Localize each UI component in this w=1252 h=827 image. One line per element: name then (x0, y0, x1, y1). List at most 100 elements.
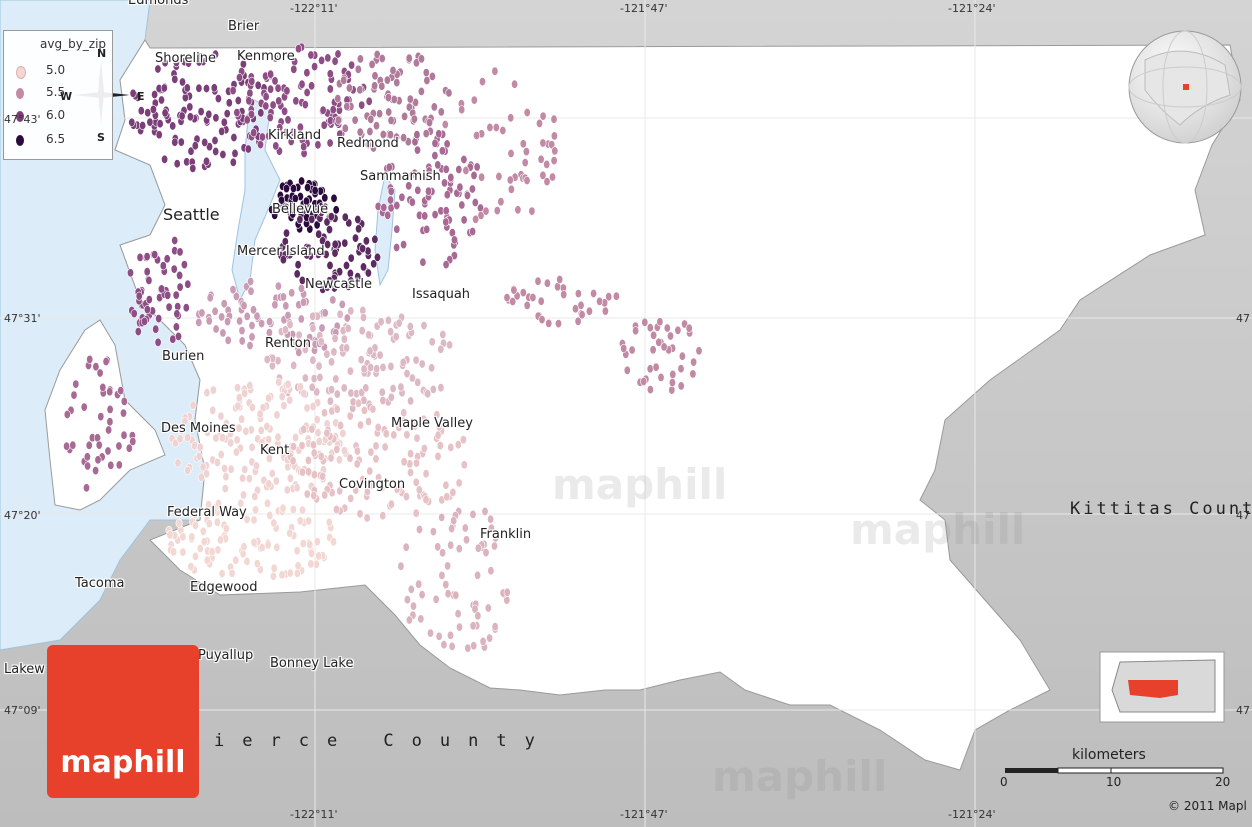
property-dot (234, 383, 242, 393)
property-dot (302, 196, 310, 206)
property-dot (174, 458, 182, 468)
property-dot (387, 392, 395, 402)
property-dot (492, 123, 500, 133)
property-dot (503, 587, 511, 597)
property-dot (303, 489, 311, 499)
property-dot (309, 311, 317, 321)
property-dot (239, 473, 247, 483)
property-dot (172, 58, 180, 68)
property-dot (340, 383, 348, 393)
property-dot (272, 476, 280, 486)
property-dot (437, 383, 445, 393)
coord-label: 47 (1236, 509, 1250, 522)
property-dot (186, 112, 194, 122)
property-dot (442, 480, 450, 490)
property-dot (233, 108, 241, 118)
property-dot (265, 131, 273, 141)
property-dot (221, 463, 229, 473)
property-dot (438, 146, 446, 156)
property-dot (235, 423, 243, 433)
property-dot (402, 542, 410, 552)
property-dot (650, 330, 658, 340)
property-dot (461, 523, 469, 533)
property-dot (191, 520, 199, 530)
property-dot (420, 321, 428, 331)
property-dot (181, 416, 189, 426)
property-dot (412, 458, 420, 468)
property-dot (336, 129, 344, 139)
property-dot (205, 109, 213, 119)
property-dot (363, 487, 371, 497)
property-dot (226, 429, 234, 439)
property-dot (83, 483, 91, 493)
property-dot (385, 162, 393, 172)
property-dot (330, 347, 338, 357)
maphill-logo[interactable]: maphill (47, 645, 199, 798)
property-dot (291, 194, 299, 204)
property-dot (161, 58, 169, 68)
property-dot (431, 138, 439, 148)
property-dot (238, 414, 246, 424)
property-dot (429, 527, 437, 537)
property-dot (156, 119, 164, 129)
property-dot (327, 280, 335, 290)
property-dot (105, 425, 113, 435)
property-dot (266, 317, 274, 327)
property-dot (449, 487, 457, 497)
property-dot (472, 214, 480, 224)
property-dot (269, 571, 277, 581)
property-dot (407, 396, 415, 406)
property-dot (578, 310, 586, 320)
property-dot (155, 314, 163, 324)
county-label-pierce: ierce County (214, 731, 553, 751)
property-dot (415, 485, 423, 495)
property-dot (434, 542, 442, 552)
city-label: Newcastle (305, 277, 372, 292)
property-dot (646, 385, 654, 395)
property-dot (220, 117, 228, 127)
property-dot (380, 203, 388, 213)
property-dot (412, 477, 420, 487)
coord-label: -121°47' (620, 808, 668, 821)
property-dot (300, 388, 308, 398)
property-dot (339, 428, 347, 438)
property-dot (393, 78, 401, 88)
property-dot (257, 108, 265, 118)
property-dot (470, 641, 478, 651)
property-dot (412, 508, 420, 518)
property-dot (389, 66, 397, 76)
property-dot (229, 157, 237, 167)
property-dot (343, 343, 351, 353)
property-dot (198, 308, 206, 318)
property-dot (655, 337, 663, 347)
property-dot (196, 543, 204, 553)
property-dot (522, 147, 530, 157)
property-dot (509, 296, 517, 306)
property-dot (326, 84, 334, 94)
property-dot (372, 454, 380, 464)
property-dot (534, 276, 542, 286)
property-dot (454, 440, 462, 450)
property-dot (362, 383, 370, 393)
property-dot (232, 291, 240, 301)
property-dot (538, 315, 546, 325)
property-dot (448, 524, 456, 534)
property-dot (293, 269, 301, 279)
property-dot (362, 236, 370, 246)
property-dot (447, 540, 455, 550)
property-dot (341, 123, 349, 133)
property-dot (442, 206, 450, 216)
property-dot (455, 478, 463, 488)
property-dot (407, 584, 415, 594)
property-dot (365, 330, 373, 340)
property-dot (491, 66, 499, 76)
coord-label: -122°11' (290, 808, 338, 821)
city-label-seattle: Seattle (163, 205, 220, 224)
property-dot (435, 129, 443, 139)
property-dot (120, 408, 128, 418)
property-dot (577, 300, 585, 310)
property-dot (211, 306, 219, 316)
property-dot (359, 312, 367, 322)
property-dot (470, 95, 478, 105)
